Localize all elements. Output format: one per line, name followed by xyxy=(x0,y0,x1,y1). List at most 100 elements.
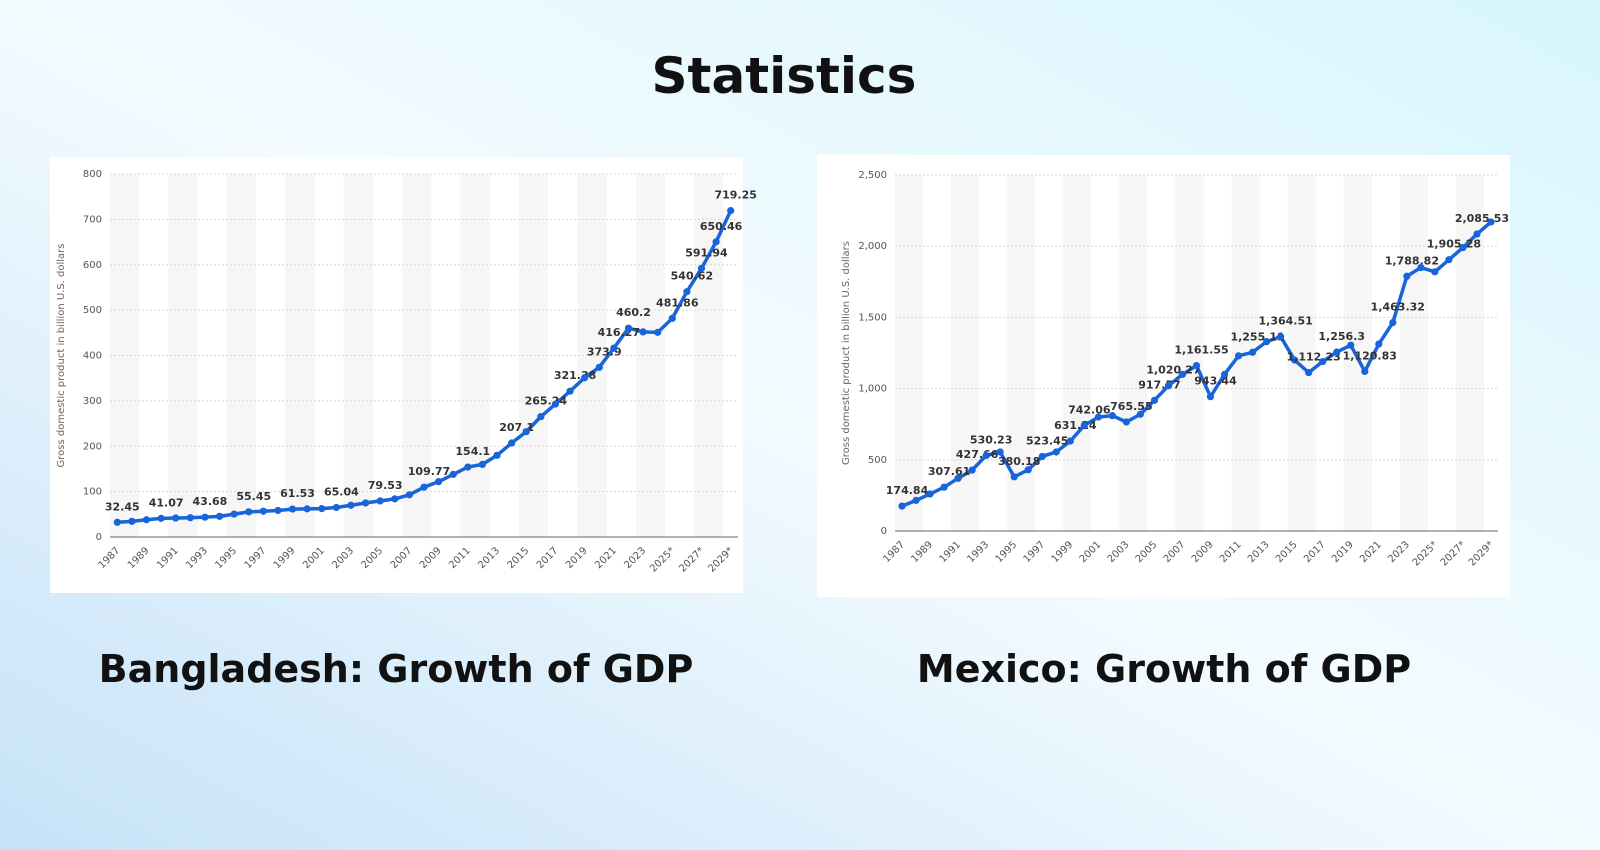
data-label: 427.66 xyxy=(956,448,999,461)
point xyxy=(1136,410,1145,418)
point xyxy=(522,428,530,436)
point xyxy=(1248,348,1257,356)
data-label: 174.84 xyxy=(886,484,929,497)
point xyxy=(303,505,311,513)
point xyxy=(982,451,990,460)
point xyxy=(683,288,691,296)
y-tick-label: 600 xyxy=(83,260,102,271)
point xyxy=(1403,272,1411,280)
point xyxy=(1333,348,1341,356)
data-label: 917.57 xyxy=(1138,378,1180,391)
point xyxy=(639,328,647,336)
data-label: 380.18 xyxy=(998,455,1040,468)
point xyxy=(1389,319,1397,327)
point xyxy=(1417,263,1425,272)
point xyxy=(478,460,487,468)
point xyxy=(1122,418,1130,426)
data-label: 416.27 xyxy=(598,326,640,339)
point xyxy=(654,328,662,336)
point xyxy=(1192,361,1201,370)
point xyxy=(1431,268,1439,276)
point xyxy=(968,466,976,474)
y-tick-label: 100 xyxy=(83,487,102,498)
point xyxy=(727,207,735,215)
data-label: 1,120.83 xyxy=(1343,349,1397,362)
point xyxy=(624,324,633,332)
point xyxy=(113,518,121,526)
data-label: 41.07 xyxy=(149,496,184,509)
y-tick-label: 2,500 xyxy=(858,170,887,181)
point xyxy=(1459,244,1467,252)
point xyxy=(361,499,370,507)
point xyxy=(898,502,906,510)
point xyxy=(1445,256,1453,264)
point xyxy=(405,491,413,499)
point xyxy=(347,501,355,509)
y-axis-title: Gross domestic product in billion U.S. d… xyxy=(56,243,67,467)
band xyxy=(1399,175,1428,531)
point xyxy=(1291,356,1299,364)
y-tick-label: 300 xyxy=(83,396,102,407)
data-label: 43.68 xyxy=(193,495,228,508)
y-tick-label: 400 xyxy=(83,351,102,362)
data-label: 530.23 xyxy=(970,433,1012,446)
data-label: 1,463.32 xyxy=(1371,301,1425,314)
point xyxy=(288,505,297,513)
chart-caption: Mexico: Growth of GDP xyxy=(917,647,1411,691)
data-label: 591.94 xyxy=(685,246,728,259)
point xyxy=(1150,396,1159,404)
data-label: 1,905.28 xyxy=(1427,238,1481,251)
point xyxy=(697,264,706,273)
point xyxy=(186,514,194,522)
point xyxy=(581,374,589,382)
point xyxy=(595,363,603,371)
chart-card xyxy=(50,157,743,593)
data-label: 321.38 xyxy=(554,369,596,382)
y-tick-label: 0 xyxy=(96,532,102,543)
data-label: 1,256.3 xyxy=(1318,330,1365,343)
y-tick-label: 1,000 xyxy=(858,384,887,395)
point xyxy=(332,503,340,512)
point xyxy=(1094,413,1102,421)
point xyxy=(1347,341,1355,349)
point xyxy=(215,512,224,520)
point xyxy=(1234,352,1243,360)
data-label: 1,788.82 xyxy=(1385,254,1439,267)
data-label: 79.53 xyxy=(368,479,403,492)
point xyxy=(128,517,136,525)
point xyxy=(1487,218,1495,226)
data-label: 65.04 xyxy=(324,485,359,498)
data-label: 307.61 xyxy=(928,465,970,478)
data-label: 765.55 xyxy=(1110,400,1152,413)
point xyxy=(1305,369,1313,377)
point xyxy=(376,497,384,505)
point xyxy=(610,344,618,352)
y-tick-label: 500 xyxy=(83,305,102,316)
point xyxy=(996,448,1004,456)
data-label: 1,020.27 xyxy=(1146,364,1200,377)
data-label: 481.86 xyxy=(656,296,699,309)
band xyxy=(895,175,924,531)
point xyxy=(435,478,443,486)
data-label: 2,085.53 xyxy=(1455,212,1509,225)
data-label: 1,364.51 xyxy=(1258,315,1312,328)
y-tick-label: 1,500 xyxy=(858,312,887,323)
point xyxy=(912,496,920,504)
y-tick-label: 2,000 xyxy=(858,241,887,252)
data-label: 523.45 xyxy=(1026,434,1068,447)
point xyxy=(926,490,934,498)
point xyxy=(668,314,676,322)
point xyxy=(1108,412,1116,420)
point xyxy=(940,483,948,491)
point xyxy=(1164,382,1173,390)
data-label: 61.53 xyxy=(280,487,315,500)
band xyxy=(1119,175,1148,531)
data-label: 1,161.55 xyxy=(1174,344,1228,357)
y-tick-label: 700 xyxy=(83,214,102,225)
data-label: 154.1 xyxy=(455,445,490,458)
data-label: 1,255.11 xyxy=(1230,330,1284,343)
data-label: 460.2 xyxy=(616,306,651,319)
point xyxy=(1375,340,1383,348)
point xyxy=(712,238,720,246)
